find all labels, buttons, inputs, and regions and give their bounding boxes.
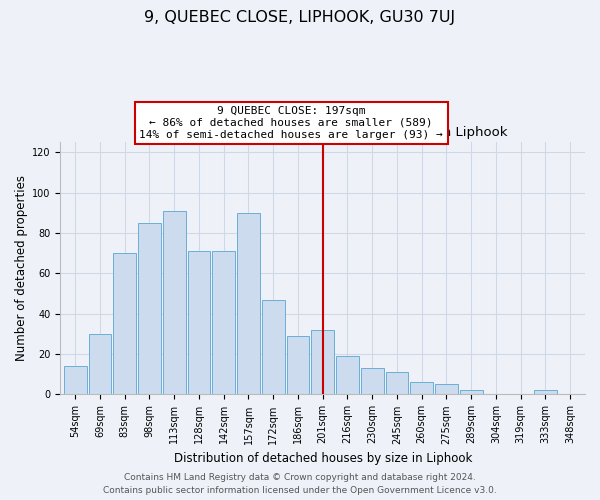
- Bar: [212, 251, 235, 394]
- Bar: [361, 368, 383, 394]
- Text: Contains HM Land Registry data © Crown copyright and database right 2024.
Contai: Contains HM Land Registry data © Crown c…: [103, 473, 497, 495]
- Bar: [262, 300, 284, 394]
- Bar: [163, 210, 185, 394]
- Text: 9 QUEBEC CLOSE: 197sqm
← 86% of detached houses are smaller (589)
14% of semi-de: 9 QUEBEC CLOSE: 197sqm ← 86% of detached…: [139, 106, 443, 140]
- Title: Size of property relative to detached houses in Liphook: Size of property relative to detached ho…: [138, 126, 508, 140]
- Bar: [386, 372, 409, 394]
- Bar: [237, 212, 260, 394]
- Bar: [460, 390, 482, 394]
- Text: 9, QUEBEC CLOSE, LIPHOOK, GU30 7UJ: 9, QUEBEC CLOSE, LIPHOOK, GU30 7UJ: [145, 10, 455, 25]
- Bar: [311, 330, 334, 394]
- Bar: [188, 251, 211, 394]
- Bar: [336, 356, 359, 395]
- Y-axis label: Number of detached properties: Number of detached properties: [15, 175, 28, 361]
- X-axis label: Distribution of detached houses by size in Liphook: Distribution of detached houses by size …: [173, 452, 472, 465]
- Bar: [534, 390, 557, 394]
- Bar: [64, 366, 86, 394]
- Bar: [435, 384, 458, 394]
- Bar: [287, 336, 310, 394]
- Bar: [89, 334, 112, 394]
- Bar: [138, 223, 161, 394]
- Bar: [410, 382, 433, 394]
- Bar: [113, 253, 136, 394]
